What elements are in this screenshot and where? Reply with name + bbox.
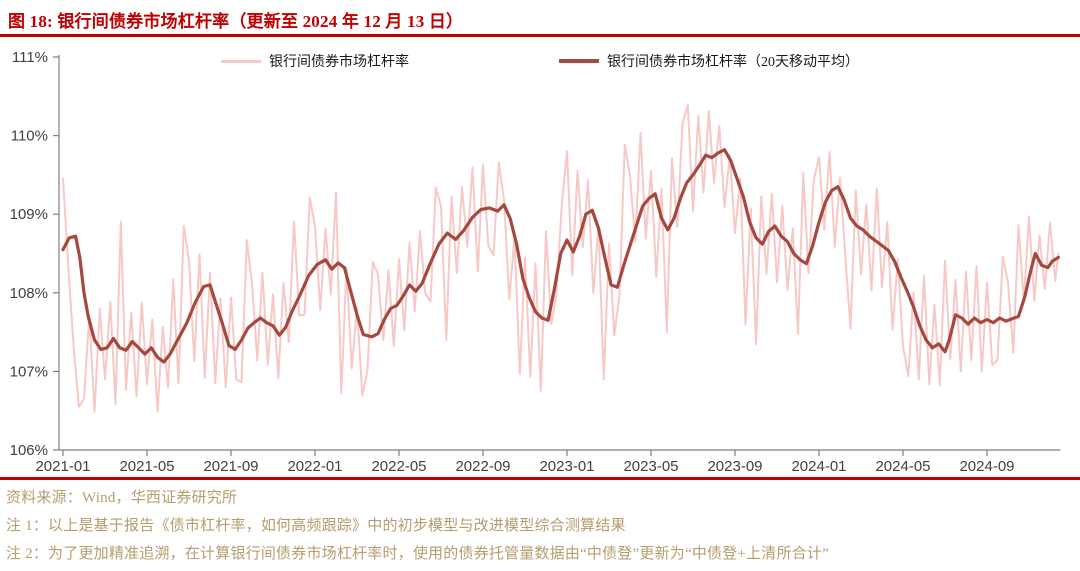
y-tick-label: 107% bbox=[10, 363, 48, 380]
y-tick-label: 110% bbox=[11, 128, 48, 145]
raw-series-line bbox=[62, 103, 1060, 413]
y-tick-label: 108% bbox=[10, 285, 48, 302]
footnote-2: 注 2：为了更加精准追溯，在计算银行间债券市场杠杆率时，使用的债券托管量数据由“… bbox=[6, 546, 829, 562]
legend-label-raw: 银行间债券市场杠杆率 bbox=[269, 55, 409, 70]
ma-series-line bbox=[61, 148, 1061, 364]
ma-series-line-icon bbox=[559, 59, 599, 63]
x-tick-label: 2022-05 bbox=[371, 458, 426, 475]
footnote-1: 注 1：以上是基于报告《债市杠杆率，如何高频跟踪》中的初步模型与改进模型综合测算… bbox=[6, 518, 626, 534]
chart-legend: 银行间债券市场杠杆率 银行间债券市场杠杆率（20天移动平均） bbox=[0, 51, 1080, 71]
y-tick-label: 111% bbox=[12, 49, 48, 66]
footer-divider bbox=[0, 477, 1080, 480]
title-divider bbox=[0, 34, 1080, 37]
x-tick-label: 2023-05 bbox=[623, 458, 678, 475]
y-tick-label: 109% bbox=[10, 206, 48, 223]
y-tick-label: 106% bbox=[10, 442, 48, 459]
x-tick-label: 2024-09 bbox=[959, 458, 1014, 475]
figure-title: 图 18: 银行间债券市场杠杆率（更新至 2024 年 12 月 13 日） bbox=[8, 12, 464, 31]
x-tick-label: 2022-09 bbox=[455, 458, 510, 475]
x-tick-label: 2023-01 bbox=[539, 458, 594, 475]
x-tick-label: 2024-05 bbox=[875, 458, 930, 475]
legend-item-raw: 银行间债券市场杠杆率 bbox=[221, 51, 409, 71]
x-tick-label: 2023-09 bbox=[707, 458, 762, 475]
legend-label-ma: 银行间债券市场杠杆率（20天移动平均） bbox=[607, 55, 859, 70]
x-tick-label: 2024-01 bbox=[791, 458, 846, 475]
leverage-chart: 111% 110% 109% 108% 107% 106% 2021-01 2021-05 20… bbox=[0, 40, 1080, 477]
legend-item-ma: 银行间债券市场杠杆率（20天移动平均） bbox=[559, 51, 859, 71]
x-tick-label: 2021-09 bbox=[203, 458, 258, 475]
x-tick-label: 2022-01 bbox=[287, 458, 342, 475]
source-note: 资料来源：Wind，华西证券研究所 bbox=[6, 490, 238, 506]
leverage-chart-canvas: 111% 110% 109% 108% 107% 106%2021-01 2021-05 20… bbox=[10, 49, 1061, 475]
x-tick-label: 2021-01 bbox=[35, 458, 90, 475]
raw-series-line-icon bbox=[221, 59, 261, 63]
x-tick-label: 2021-05 bbox=[119, 458, 174, 475]
